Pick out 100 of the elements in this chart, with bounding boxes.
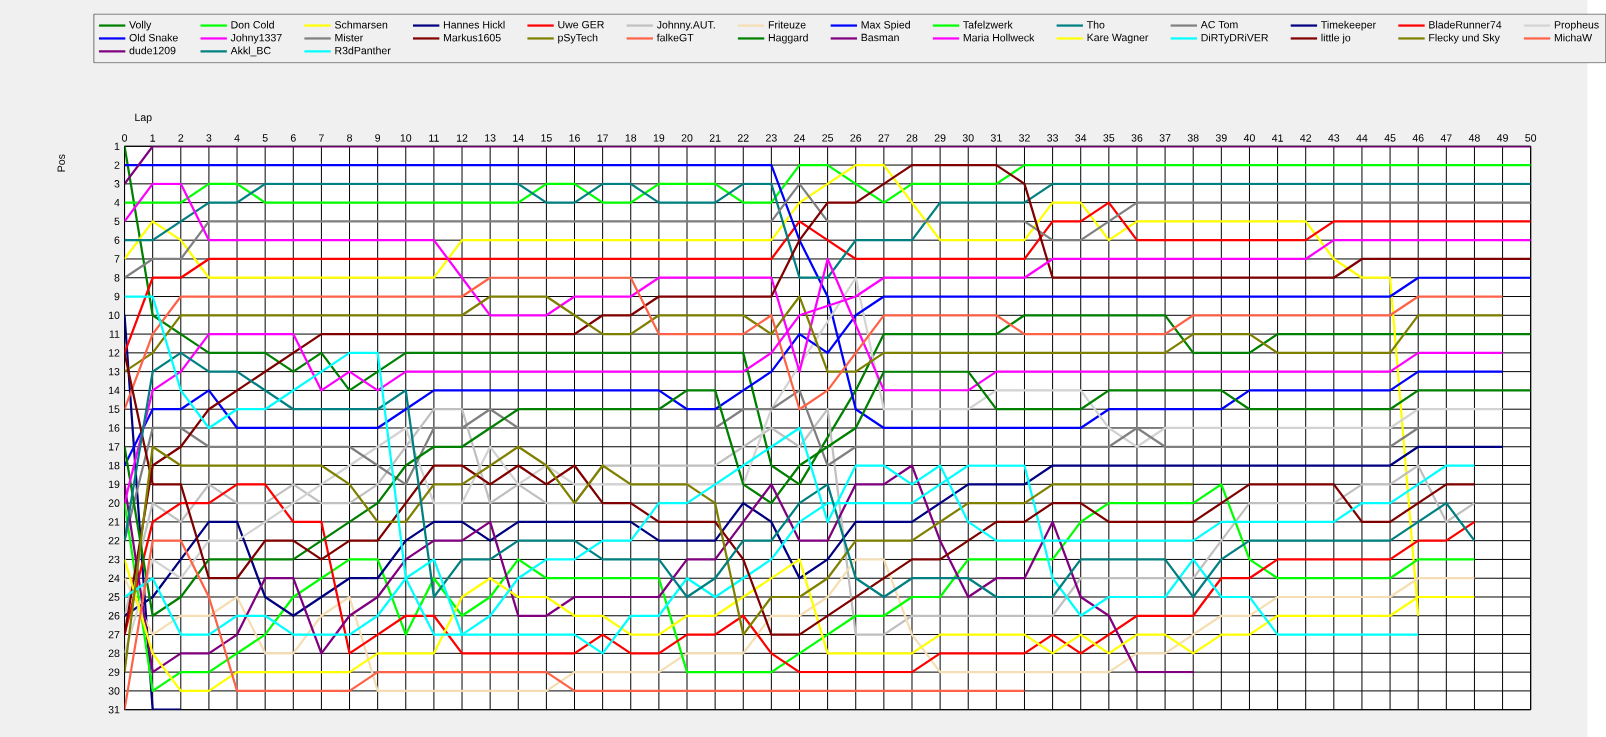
y-axis-title: Pos <box>57 154 65 172</box>
y-tick-label: 8 <box>114 273 120 282</box>
legend-label: Volly <box>129 20 152 31</box>
legend-label: Akkl_BC <box>230 46 271 57</box>
legend-label: MichaW <box>1554 33 1593 42</box>
x-tick-label: 37 <box>1159 134 1171 142</box>
y-tick-label: 7 <box>114 255 120 263</box>
y-tick-label: 30 <box>108 687 120 695</box>
legend-label: Don Cold <box>231 20 274 29</box>
legend-label: Mister <box>335 33 364 42</box>
legend-label: Timekeeper <box>1321 20 1376 31</box>
x-tick-label: 6 <box>290 134 296 142</box>
legend-label: Tho <box>1086 20 1105 29</box>
x-tick-label: 40 <box>1243 134 1255 142</box>
x-tick-label: 47 <box>1440 134 1452 142</box>
x-tick-label: 26 <box>850 134 862 142</box>
y-tick-label: 18 <box>108 461 120 470</box>
legend-label: Old Snake <box>129 33 178 42</box>
y-tick-label: 13 <box>108 367 120 376</box>
legend-label: Hannes Hickl <box>443 20 505 29</box>
legend-label: dude1209 <box>129 46 176 55</box>
legend-label: Johnny.AUT. <box>656 20 715 31</box>
x-tick-label: 24 <box>794 134 806 142</box>
x-tick-label: 1 <box>150 134 156 142</box>
y-tick-label: 6 <box>114 236 120 244</box>
legend-label: Propheus <box>1554 20 1599 31</box>
legend-label: falkeGT <box>656 33 694 42</box>
y-tick-label: 21 <box>108 518 120 526</box>
x-tick-label: 44 <box>1356 134 1368 142</box>
x-tick-label: 9 <box>375 134 381 142</box>
y-tick-label: 26 <box>108 611 120 620</box>
y-tick-label: 15 <box>108 405 120 413</box>
x-tick-label: 14 <box>513 134 524 142</box>
x-tick-label: 19 <box>653 134 665 142</box>
legend-label: DiRTyDRiVER <box>1201 33 1269 44</box>
legend-label: BladeRunner74 <box>1429 20 1502 29</box>
x-tick-label: 39 <box>1215 134 1227 142</box>
legend-label: Maria Hollweck <box>963 33 1035 42</box>
x-tick-label: 43 <box>1328 134 1340 142</box>
legend-label: Flecky und Sky <box>1429 33 1500 44</box>
x-tick-label: 50 <box>1525 134 1537 142</box>
y-tick-label: 19 <box>108 480 120 488</box>
y-tick-label: 3 <box>114 179 120 188</box>
y-tick-label: 29 <box>108 668 120 676</box>
y-tick-label: 22 <box>108 536 120 545</box>
x-tick-label: 11 <box>429 134 439 142</box>
x-tick-label: 42 <box>1300 134 1312 142</box>
legend-label: R3dPanther <box>335 46 391 55</box>
y-tick-label: 12 <box>108 349 120 357</box>
y-tick-label: 4 <box>114 198 120 207</box>
x-tick-label: 13 <box>485 134 496 142</box>
y-tick-label: 1 <box>114 142 120 150</box>
x-tick-label: 18 <box>625 134 637 142</box>
legend-label: Schmarsen <box>334 20 388 29</box>
y-tick-label: 11 <box>109 330 120 338</box>
x-tick-label: 34 <box>1075 134 1087 142</box>
x-tick-label: 49 <box>1496 134 1508 142</box>
x-tick-label: 7 <box>319 134 324 142</box>
x-tick-label: 12 <box>456 134 468 142</box>
x-tick-label: 25 <box>822 134 834 142</box>
legend-label: pSyTech <box>558 33 598 44</box>
x-tick-label: 5 <box>262 134 268 142</box>
y-tick-label: 24 <box>108 574 120 582</box>
y-tick-label: 27 <box>108 630 120 639</box>
x-tick-label: 4 <box>234 134 240 142</box>
x-tick-label: 8 <box>347 134 352 142</box>
legend-label: little jo <box>1321 33 1351 44</box>
y-tick-label: 20 <box>108 499 120 507</box>
x-tick-label: 30 <box>962 134 974 142</box>
legend-label: Johny1337 <box>230 33 282 44</box>
legend-label: Basman <box>861 33 899 42</box>
x-tick-label: 23 <box>766 134 777 142</box>
legend-label: Markus1605 <box>443 33 501 42</box>
x-tick-label: 27 <box>878 134 890 142</box>
x-tick-label: 36 <box>1131 134 1143 142</box>
x-tick-label: 48 <box>1468 134 1480 142</box>
x-tick-label: 41 <box>1271 134 1283 142</box>
y-tick-label: 23 <box>108 555 120 563</box>
x-tick-label: 29 <box>934 134 946 142</box>
y-tick-label: 25 <box>108 593 120 601</box>
x-tick-label: 2 <box>178 134 184 142</box>
x-tick-label: 31 <box>990 134 1002 142</box>
x-tick-label: 45 <box>1384 134 1396 142</box>
x-tick-label: 3 <box>206 134 212 142</box>
x-tick-label: 10 <box>400 134 412 142</box>
y-tick-label: 28 <box>108 649 120 657</box>
x-tick-label: 16 <box>569 134 580 142</box>
y-tick-label: 31 <box>108 705 120 714</box>
legend-label: Kare Wagner <box>1087 33 1149 44</box>
x-tick-label: 20 <box>681 134 693 142</box>
y-tick-label: 16 <box>108 424 120 432</box>
x-tick-label: 0 <box>122 134 128 142</box>
x-tick-label: 35 <box>1103 134 1115 142</box>
x-tick-label: 17 <box>597 134 608 142</box>
legend-label: Tafelzwerk <box>963 20 1013 29</box>
y-tick-label: 10 <box>108 311 120 319</box>
y-tick-label: 5 <box>114 217 120 225</box>
x-tick-label: 15 <box>541 134 552 142</box>
legend-label: Haggard <box>768 33 808 44</box>
x-tick-label: 46 <box>1412 134 1424 142</box>
